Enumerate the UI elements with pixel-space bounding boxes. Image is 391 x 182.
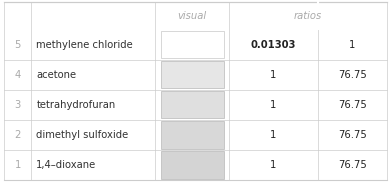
Bar [161, 61, 224, 88]
Bar [161, 151, 224, 179]
Text: 5: 5 [14, 39, 21, 50]
Text: 1: 1 [14, 160, 21, 170]
Text: 76.75: 76.75 [338, 160, 367, 170]
Text: 1: 1 [270, 130, 276, 140]
Text: 2: 2 [14, 130, 21, 140]
Text: 3: 3 [14, 100, 21, 110]
Text: 76.75: 76.75 [338, 130, 367, 140]
Text: tetrahydrofuran: tetrahydrofuran [36, 100, 116, 110]
Text: 1: 1 [270, 70, 276, 80]
Text: 1,4–dioxane: 1,4–dioxane [36, 160, 97, 170]
Bar [161, 31, 224, 58]
Text: 76.75: 76.75 [338, 100, 367, 110]
Text: dimethyl sulfoxide: dimethyl sulfoxide [36, 130, 129, 140]
Text: 0.01303: 0.01303 [251, 39, 296, 50]
Text: visual: visual [178, 11, 207, 21]
Text: 1: 1 [270, 100, 276, 110]
Text: 76.75: 76.75 [338, 70, 367, 80]
Text: methylene chloride: methylene chloride [36, 39, 133, 50]
Text: 4: 4 [14, 70, 21, 80]
Text: ratios: ratios [294, 11, 322, 21]
Text: 1: 1 [349, 39, 355, 50]
Bar [161, 91, 224, 118]
Text: 1: 1 [270, 160, 276, 170]
Bar [161, 121, 224, 149]
Text: acetone: acetone [36, 70, 77, 80]
